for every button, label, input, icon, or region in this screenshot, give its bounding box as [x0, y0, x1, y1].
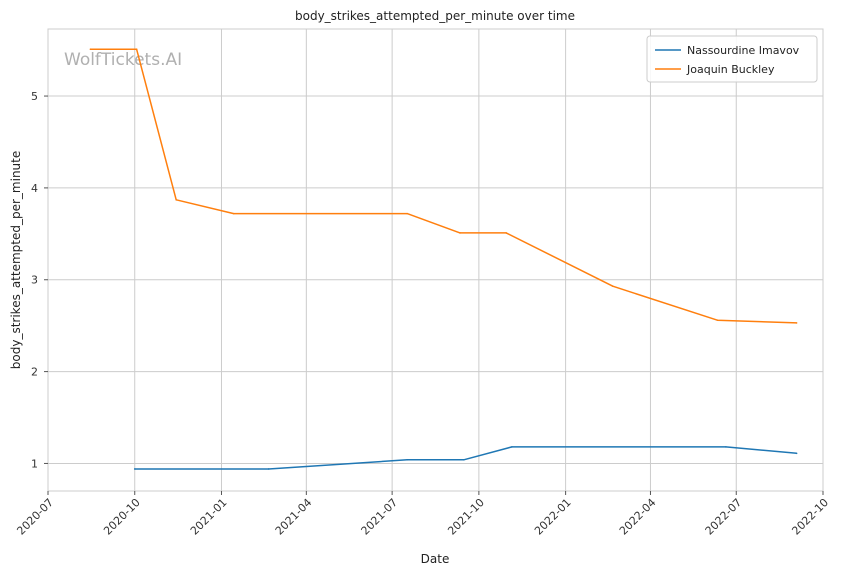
x-tick-label: 2022-01 [532, 496, 574, 538]
data-point [406, 212, 409, 215]
x-tick-label: 2020-10 [101, 496, 143, 538]
data-point [511, 446, 513, 448]
data-point [89, 48, 92, 51]
y-tick-label: 4 [31, 182, 38, 195]
x-tick-label: 2021-01 [188, 496, 230, 538]
legend-box [646, 35, 818, 83]
data-point [795, 322, 798, 324]
series-line-2 [90, 48, 797, 324]
data-point [135, 48, 138, 51]
x-tick-label: 2022-04 [617, 496, 659, 538]
legend-label: Joaquin Buckley [686, 63, 775, 76]
y-axis-title: body_strikes_attempted_per_minute [9, 151, 23, 369]
x-tick-label: 2022-07 [703, 496, 745, 538]
chart-title: body_strikes_attempted_per_minute over t… [295, 9, 575, 23]
y-tick-label: 3 [31, 274, 38, 287]
x-tick-label: 2021-07 [359, 496, 401, 538]
x-tick-label: 2020-07 [14, 496, 56, 538]
data-point [716, 319, 719, 321]
y-tick-label: 2 [31, 366, 38, 379]
data-point [232, 212, 235, 215]
legend-label: Nassourdine Imavov [687, 44, 800, 57]
x-tick-label: 2021-10 [445, 496, 487, 538]
watermark-text: WolfTickets.AI [64, 50, 182, 70]
data-point [795, 452, 798, 455]
data-point [459, 232, 461, 234]
data-point [505, 232, 508, 234]
x-tick-label: 2021-04 [273, 496, 315, 538]
data-point [406, 458, 409, 461]
data-point [462, 458, 465, 461]
data-point [611, 285, 614, 287]
y-tick-label: 5 [31, 90, 38, 103]
y-tick-label: 1 [31, 457, 38, 470]
data-point [175, 199, 178, 201]
x-tick-label: 2022-10 [789, 496, 831, 538]
data-point [725, 446, 727, 448]
plot-frame [47, 28, 824, 492]
x-axis-title: Date [421, 552, 450, 566]
plot-background [48, 29, 823, 491]
data-point [133, 468, 136, 470]
data-point [267, 468, 270, 470]
plot-area: 2020-07 2020-10 2021-01 2021-04 2021-07 2021-… [14, 28, 831, 538]
